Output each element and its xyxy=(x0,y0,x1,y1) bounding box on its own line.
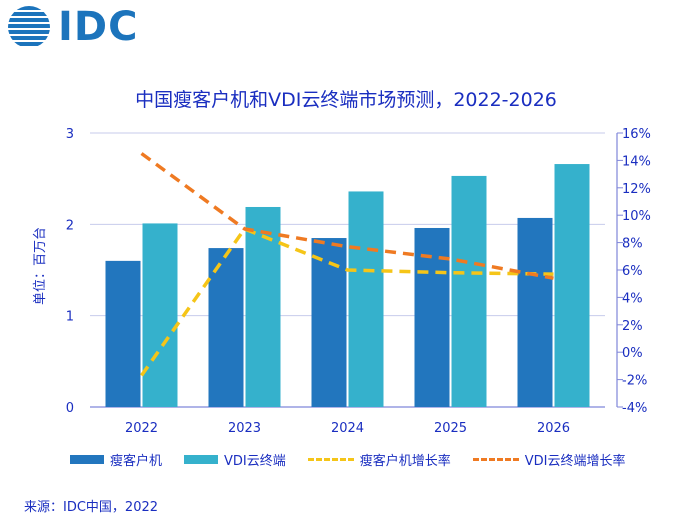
line-thin-client-growth xyxy=(140,227,554,377)
legend-item-vdi-growth: VDI云终端增长率 xyxy=(472,450,626,469)
bar-vdi xyxy=(245,206,281,407)
bar-vdi xyxy=(451,175,487,407)
y2-tick-label: 2% xyxy=(622,319,643,334)
y2-tick-label: 0% xyxy=(622,346,643,361)
bar-thin-client xyxy=(208,248,244,407)
ticks-layer: 0 1 2 3 -4% -2% 0% 2% 4% 6% 8% 10% 12% 14% 16% 2022 2023… xyxy=(66,127,651,436)
legend-item-thin-client: 瘦客户机 xyxy=(70,450,162,469)
x-tick-label: 2026 xyxy=(537,421,570,436)
legend-item-thin-client-growth: 瘦客户机增长率 xyxy=(307,450,451,469)
y-axis-label: 单位：百万台 xyxy=(33,227,48,305)
y-tick-label: 3 xyxy=(66,127,74,142)
legend-label-vdi: VDI云终端 xyxy=(224,454,286,469)
bars-layer xyxy=(105,164,590,407)
x-tick-label: 2023 xyxy=(228,421,261,436)
chart-title: 中国瘦客户机和VDI云终端市场预测，2022-2026 xyxy=(135,89,557,111)
bar-thin-client xyxy=(311,238,347,407)
legend-dash-vdi-growth xyxy=(472,458,519,461)
line-vdi-growth xyxy=(140,152,554,280)
legend-label-thin-client-growth: 瘦客户机增长率 xyxy=(359,454,451,469)
bar-thin-client xyxy=(414,227,450,407)
legend-item-vdi: VDI云终端 xyxy=(184,450,286,469)
legend-swatch-thin-client xyxy=(70,455,104,464)
bar-thin-client xyxy=(517,217,553,407)
logo-text: IDC xyxy=(58,4,139,50)
source-note: 来源：IDC中国，2022 xyxy=(24,500,159,515)
y2-tick-label: 14% xyxy=(622,154,651,169)
x-tick-label: 2025 xyxy=(434,421,467,436)
lines-layer xyxy=(140,152,554,377)
y-tick-label: 0 xyxy=(66,401,74,416)
bar-thin-client xyxy=(105,260,141,407)
x-tick-label: 2024 xyxy=(331,421,364,436)
legend: 瘦客户机 VDI云终端 瘦客户机增长率 VDI云终端增长率 xyxy=(70,450,648,469)
bar-vdi xyxy=(142,223,178,407)
y-tick-label: 2 xyxy=(66,218,74,233)
legend-label-thin-client: 瘦客户机 xyxy=(110,454,163,469)
y2-tick-label: 12% xyxy=(622,182,651,197)
globe-icon xyxy=(8,6,50,46)
legend-label-vdi-growth: VDI云终端增长率 xyxy=(524,454,626,469)
y2-tick-label: 6% xyxy=(622,264,643,279)
y2-tick-label: 8% xyxy=(622,237,643,252)
legend-swatch-vdi xyxy=(184,455,219,464)
bar-vdi xyxy=(348,191,384,407)
bar-vdi xyxy=(554,164,590,407)
x-tick-label: 2022 xyxy=(125,421,158,436)
idc-logo: IDC xyxy=(6,4,138,50)
y2-tick-label: -2% xyxy=(622,374,647,389)
y2-tick-label: 16% xyxy=(622,127,651,142)
legend-dash-thin-client-growth xyxy=(307,458,354,461)
y2-tick-label: 4% xyxy=(622,291,643,306)
y2-tick-label: 10% xyxy=(622,209,651,224)
y-tick-label: 1 xyxy=(66,310,74,325)
y2-tick-label: -4% xyxy=(622,401,647,416)
